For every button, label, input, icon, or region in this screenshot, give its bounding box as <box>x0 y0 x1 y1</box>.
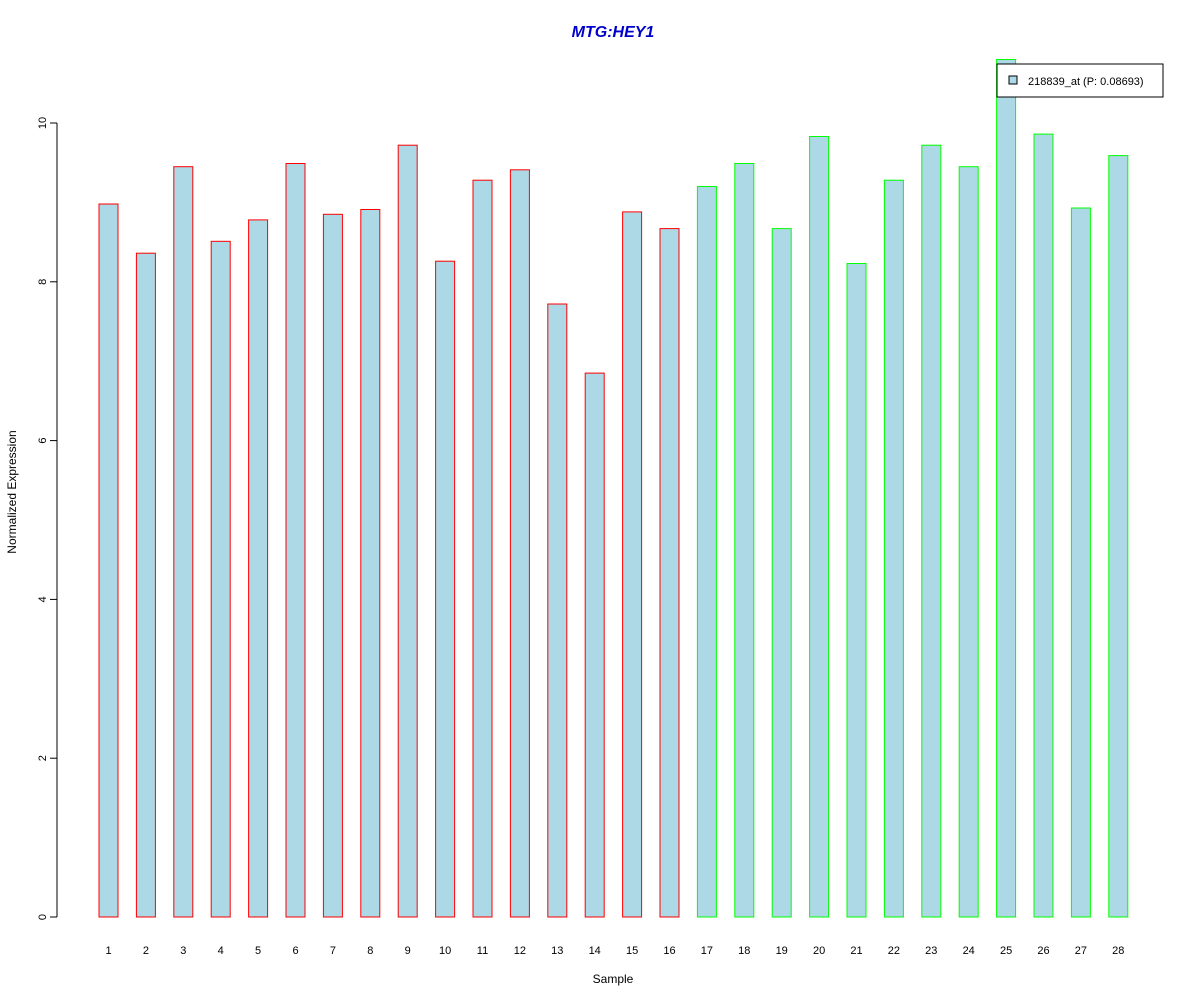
bar-sample-10 <box>435 260 456 918</box>
bar-sample-7 <box>322 213 343 918</box>
bar-sample-21 <box>846 263 867 918</box>
x-tick-label: 16 <box>663 945 675 957</box>
bar-sample-11 <box>472 179 493 918</box>
bar-sample-19 <box>771 228 792 918</box>
x-tick-label: 19 <box>776 945 788 957</box>
y-axis-label: Normalized Expression <box>5 430 19 553</box>
bar-sample-3 <box>173 166 194 918</box>
x-tick-label: 5 <box>255 945 261 957</box>
y-tick-label: 6 <box>37 438 49 444</box>
x-tick-label: 25 <box>1000 945 1012 957</box>
bars <box>98 59 1129 918</box>
y-tick-label: 4 <box>37 596 49 602</box>
y-tick-label: 2 <box>37 755 49 761</box>
x-tick-label: 28 <box>1112 945 1124 957</box>
bar-sample-12 <box>509 169 530 918</box>
legend-label: 218839_at (P: 0.08693) <box>1028 76 1144 88</box>
x-axis-label: Sample <box>593 972 634 986</box>
legend: 218839_at (P: 0.08693) <box>996 63 1164 98</box>
x-tick-label: 26 <box>1037 945 1049 957</box>
bar-sample-22 <box>883 179 904 918</box>
y-axis: 0 2 4 6 8 10 <box>37 117 58 920</box>
bar-sample-14 <box>584 372 605 918</box>
x-tick-label: 20 <box>813 945 825 957</box>
chart-title: MTG:HEY1 <box>572 24 655 41</box>
bar-sample-9 <box>397 144 418 918</box>
bar-sample-1 <box>98 203 119 918</box>
bar-sample-15 <box>622 211 643 918</box>
bar-sample-8 <box>360 209 381 918</box>
x-tick-label: 2 <box>143 945 149 957</box>
bar-sample-24 <box>958 166 979 918</box>
legend-swatch <box>1008 75 1018 85</box>
x-tick-label: 24 <box>963 945 975 957</box>
x-tick-label: 1 <box>105 945 111 957</box>
bar-sample-28 <box>1108 155 1129 918</box>
bar-sample-23 <box>921 144 942 918</box>
x-tick-label: 15 <box>626 945 638 957</box>
bar-sample-5 <box>248 219 269 918</box>
bar-sample-4 <box>210 240 231 918</box>
bar-sample-25 <box>996 59 1017 918</box>
x-tick-labels: 1 2 3 4 5 6 7 8 9 10 11 12 13 14 15 16 17 18 19 20 21 22 23 24 2… <box>105 945 1124 957</box>
x-tick-label: 3 <box>180 945 186 957</box>
x-tick-label: 17 <box>701 945 713 957</box>
x-tick-label: 11 <box>477 945 488 957</box>
legend-box <box>996 63 1164 98</box>
x-tick-label: 21 <box>850 945 862 957</box>
x-tick-label: 7 <box>330 945 336 957</box>
x-tick-label: 14 <box>589 945 601 957</box>
bar-sample-26 <box>1033 133 1054 918</box>
x-tick-label: 27 <box>1075 945 1087 957</box>
bar-sample-20 <box>809 136 830 918</box>
bar-sample-2 <box>135 252 156 918</box>
bar-sample-18 <box>734 163 755 918</box>
x-tick-label: 18 <box>738 945 750 957</box>
y-tick-label: 8 <box>37 279 49 285</box>
x-tick-label: 23 <box>925 945 937 957</box>
x-tick-label: 4 <box>218 945 224 957</box>
x-tick-label: 12 <box>514 945 526 957</box>
x-tick-label: 10 <box>439 945 451 957</box>
bar-sample-27 <box>1070 207 1091 918</box>
x-tick-label: 9 <box>405 945 411 957</box>
bar-sample-17 <box>696 186 717 918</box>
x-tick-label: 6 <box>292 945 298 957</box>
x-tick-label: 22 <box>888 945 900 957</box>
bar-sample-6 <box>285 163 306 918</box>
x-tick-label: 13 <box>551 945 563 957</box>
x-tick-label: 8 <box>367 945 373 957</box>
bar-sample-16 <box>659 228 680 918</box>
y-tick-label: 10 <box>37 117 49 129</box>
bar-sample-13 <box>547 303 568 918</box>
y-tick-label: 0 <box>37 914 49 920</box>
